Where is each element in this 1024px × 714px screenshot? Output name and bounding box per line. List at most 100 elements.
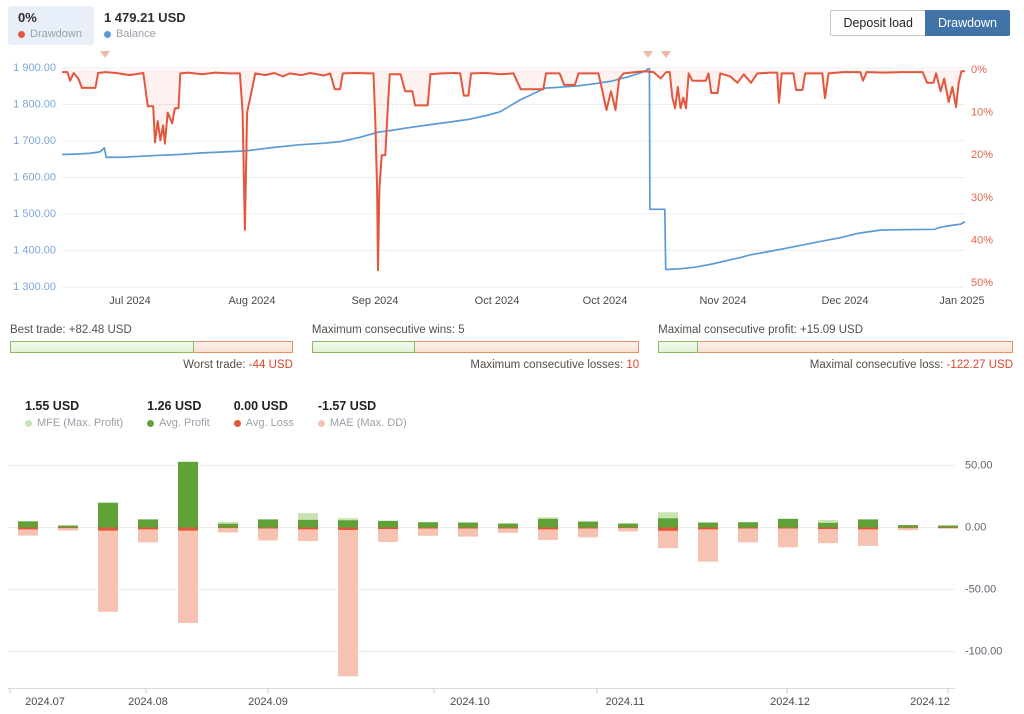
drawdown-line (62, 70, 965, 272)
avg-profit-bar (258, 519, 278, 528)
stats-row: Best trade: +82.48 USD Worst trade: -44 U… (10, 324, 1013, 371)
avg-loss-bar (858, 527, 878, 530)
right-axis-tick-label: 10% (971, 107, 993, 119)
stat-bar-negative-segment (193, 341, 293, 353)
x-axis-month-label: Sep 2024 (351, 295, 398, 307)
stat-top-label: Maximal consecutive profit: +15.09 USD (658, 324, 863, 336)
bar-legend-label: MFE (Max. Profit) (25, 417, 123, 429)
avg-loss-bar (698, 527, 718, 530)
bar-legend-label: Avg. Loss (233, 417, 294, 429)
drawdown-button[interactable]: Drawdown (924, 10, 1010, 36)
avg-loss-bar (58, 527, 78, 529)
right-axis-tick-label: 0% (971, 64, 987, 76)
avg-loss-bar (178, 527, 198, 531)
mfe-mae-bar-chart: 50.00 0.00 -50.00 -100.00 2024.07 2024.08 2024… (0, 440, 1024, 714)
header: 0% Drawdown 1 479.21 USD Balance Deposit… (0, 0, 1024, 46)
deposit-load-button[interactable]: Deposit load (830, 10, 925, 36)
mae-bar (218, 527, 238, 533)
avg-loss-bar (898, 527, 918, 529)
avg-profit-bar (498, 523, 518, 528)
avg-profit-bar (338, 520, 358, 528)
drawdown-dot-icon (18, 30, 25, 38)
y-axis-tick-label: -100.00 (965, 646, 1002, 658)
mae-bar (418, 527, 438, 536)
bar-legend-label: Avg. Profit (147, 417, 210, 429)
bar-legend-value: 0.00 USD (233, 399, 288, 413)
mae-bar (98, 527, 118, 612)
stat-bottom-label: Maximum consecutive losses: 10 (470, 359, 640, 371)
balance-legend-label: Balance (115, 28, 156, 41)
mae-bar (778, 527, 798, 548)
drawdown-current-value: 0% (18, 10, 37, 25)
right-axis-tick-label: 40% (971, 234, 993, 246)
mfe-bar (218, 521, 238, 524)
y-axis-tick-label: 50.00 (965, 460, 993, 472)
deposit-marker-icon (643, 51, 653, 58)
stat-group: Maximum consecutive wins: 5 Maximum conse… (311, 324, 640, 371)
avg-loss-bar (938, 527, 958, 529)
x-axis-month-label: 2024.08 (128, 696, 168, 708)
left-axis-tick-label: 1 300.00 (13, 281, 56, 293)
drawdown-legend-label: Drawdown (30, 28, 82, 41)
stat-top-label: Maximum consecutive wins: 5 (311, 324, 465, 336)
balance-dot-icon (103, 30, 111, 38)
x-axis-month-label: Dec 2024 (821, 295, 868, 307)
legend-drawdown[interactable]: 0% Drawdown (8, 6, 94, 46)
right-axis-tick-label: 30% (971, 192, 993, 204)
avg-loss-bar (338, 527, 358, 530)
mae-bar (138, 527, 158, 543)
stat-bottom-label: Worst trade: -44 USD (183, 359, 293, 371)
mfe-bar (338, 518, 358, 521)
bar-chart-legend: 1.55 USD MFE (Max. Profit) 1.26 USD Avg. Pr… (25, 399, 407, 429)
mfe-bar (298, 513, 318, 520)
bar-legend-item[interactable]: 1.55 USD MFE (Max. Profit) (25, 399, 123, 429)
mae-bar (298, 527, 318, 542)
stat-group: Best trade: +82.48 USD Worst trade: -44 U… (10, 324, 293, 371)
mae-bar (858, 527, 878, 546)
avg-loss-bar (818, 527, 838, 529)
avg-profit-bar (538, 518, 558, 528)
x-axis-month-label: Jul 2024 (109, 295, 151, 307)
avg-profit-bar (298, 519, 318, 528)
stat-ratio-bar (311, 341, 640, 353)
bar-legend-value: 1.55 USD (25, 399, 80, 413)
left-axis-tick-label: 1 800.00 (13, 99, 56, 111)
avg-loss-bar (458, 527, 478, 529)
x-axis-month-label: Jan 2025 (939, 295, 984, 307)
avg-profit-bar (418, 522, 438, 528)
bar-legend-value: -1.57 USD (317, 399, 377, 413)
x-axis-month-label: 2024.10 (450, 696, 490, 708)
bar-legend-item[interactable]: 0.00 USD Avg. Loss (233, 399, 294, 429)
avg-profit-bar (578, 521, 598, 528)
balance-current-value: 1 479.21 USD (103, 10, 186, 25)
balance-drawdown-plot: 1 900.00 1 800.00 1 700.00 1 600.00 1 500.00… (13, 51, 993, 307)
deposit-marker-icon (661, 51, 671, 58)
avg-profit-bar (218, 523, 238, 528)
mae-bar (898, 527, 918, 531)
avg-profit-bar (58, 525, 78, 528)
legend-balance[interactable]: 1 479.21 USD Balance (94, 6, 198, 45)
mfe-bar (818, 520, 838, 523)
left-axis-tick-label: 1 600.00 (13, 172, 56, 184)
stat-bottom-label: Maximal consecutive loss: -122.27 USD (809, 359, 1013, 371)
left-axis-tick-label: 1 700.00 (13, 135, 56, 147)
stat-ratio-bar (658, 341, 1013, 353)
balance-drawdown-chart: 1 900.00 1 800.00 1 700.00 1 600.00 1 500.00… (0, 46, 1024, 316)
bar-legend-value: 1.26 USD (147, 399, 202, 413)
bar-legend-item[interactable]: -1.57 USD MAE (Max. DD) (317, 399, 407, 429)
bar-legend-item[interactable]: 1.26 USD Avg. Profit (147, 399, 210, 429)
x-axis-month-label: Aug 2024 (228, 295, 275, 307)
mfe-bar (658, 512, 678, 519)
stat-bar-positive-segment (10, 341, 194, 353)
mae-bar (258, 527, 278, 541)
avg-profit-bar (658, 518, 678, 528)
x-axis-month-label: 2024.11 (606, 696, 645, 708)
avg-loss-bar (418, 527, 438, 529)
avg-profit-bar (818, 522, 838, 528)
avg-profit-bar (178, 461, 198, 528)
mae-bar (698, 527, 718, 562)
stat-bar-negative-segment (415, 341, 640, 353)
left-axis-tick-label: 1 900.00 (13, 62, 56, 74)
stat-bar-positive-segment (311, 341, 416, 353)
avg-loss-bar (778, 527, 798, 529)
